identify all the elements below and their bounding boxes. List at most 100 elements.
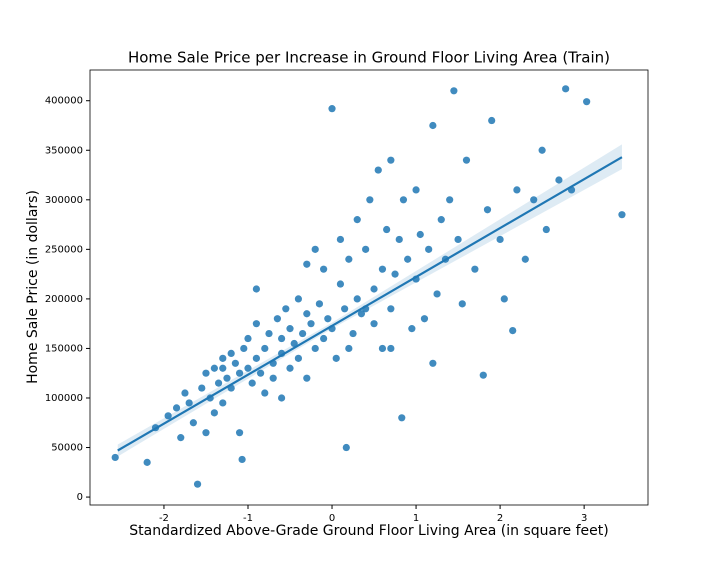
regression-line — [117, 156, 623, 452]
scatter-point — [479, 371, 487, 379]
scatter-point — [500, 295, 508, 303]
scatter-point — [210, 364, 218, 372]
scatter-point — [433, 290, 441, 298]
x-tick-label: 0 — [329, 513, 335, 524]
scatter-point — [496, 235, 504, 244]
scatter-point — [349, 329, 357, 338]
scatter-point — [252, 285, 260, 293]
scatter-point — [378, 344, 387, 353]
scatter-point — [261, 389, 269, 397]
scatter-point — [513, 186, 521, 194]
scatter-point — [366, 196, 374, 204]
scatter-point — [391, 270, 399, 278]
scatter-point — [446, 196, 454, 204]
scatter-point — [336, 235, 345, 244]
scatter-point — [244, 364, 252, 372]
scatter-point — [374, 166, 382, 174]
scatter-point — [299, 329, 307, 338]
scatter-point — [214, 379, 223, 387]
scatter-point — [261, 344, 269, 353]
scatter-point — [235, 429, 244, 437]
scatter-point — [328, 105, 336, 113]
scatter-point — [219, 364, 227, 372]
scatter-point — [437, 216, 445, 224]
chart-title: Home Sale Price per Increase in Ground F… — [128, 49, 610, 67]
scatter-point — [238, 455, 246, 464]
plot-frame — [89, 69, 649, 506]
scatter-point — [177, 434, 185, 442]
scatter-point — [311, 245, 319, 253]
scatter-point — [278, 394, 286, 402]
y-tick-label: 400000 — [45, 96, 83, 107]
scatter-point — [320, 265, 328, 273]
scatter-point — [244, 334, 252, 343]
y-tick-label: 350000 — [45, 145, 83, 156]
scatter-point — [345, 344, 353, 353]
scatter-point — [307, 320, 315, 328]
scatter-point — [416, 230, 424, 239]
scatter-point — [189, 419, 197, 427]
x-tick-label: -2 — [159, 513, 169, 524]
scatter-point — [378, 265, 387, 273]
scatter-point — [454, 235, 462, 244]
scatter-point — [286, 325, 294, 333]
scatter-point — [345, 255, 353, 263]
y-tick-label: 200000 — [45, 294, 83, 305]
scatter-point — [202, 369, 210, 377]
x-tick-label: -1 — [243, 513, 253, 524]
scatter-point — [303, 260, 311, 268]
y-tick-label: 0 — [77, 492, 83, 503]
x-axis-label: Standardized Above-Grade Ground Floor Li… — [129, 523, 608, 539]
scatter-point — [462, 156, 471, 164]
scatter-point — [265, 329, 273, 338]
scatter-point — [387, 344, 395, 353]
scatter-point — [404, 255, 412, 263]
scatter-point — [336, 280, 345, 288]
scatter-point — [303, 310, 311, 318]
scatter-point — [530, 196, 538, 204]
scatter-point — [383, 225, 391, 234]
scatter-point — [252, 354, 260, 362]
scatter-point — [342, 443, 350, 452]
scatter-point — [227, 349, 235, 357]
scatter-point — [425, 245, 433, 253]
scatter-point — [509, 327, 517, 335]
scatter-point — [294, 295, 303, 303]
scatter-point — [282, 305, 290, 313]
scatter-point — [408, 325, 416, 333]
y-tick-label: 300000 — [45, 195, 83, 206]
scatter-point — [294, 354, 303, 362]
scatter-point — [399, 196, 408, 204]
scatter-point — [164, 412, 172, 420]
scatter-point — [387, 156, 395, 164]
scatter-point — [273, 315, 282, 323]
y-tick-label: 150000 — [45, 343, 83, 354]
scatter-point — [483, 206, 492, 214]
scatter-point — [219, 354, 227, 362]
scatter-point — [618, 211, 626, 219]
scatter-point — [521, 255, 529, 263]
scatter-point — [420, 315, 429, 323]
x-tick-label: 3 — [581, 513, 587, 524]
scatter-point — [542, 225, 550, 234]
scatter-point — [353, 295, 361, 303]
scatter-point — [332, 354, 340, 362]
scatter-point — [290, 339, 298, 348]
scatter-point — [235, 369, 244, 377]
scatter-point — [248, 379, 256, 387]
scatter-point — [562, 85, 570, 93]
scatter-point — [370, 285, 378, 293]
scatter-point — [193, 480, 202, 488]
scatter-point — [143, 458, 151, 466]
scatter-point — [450, 87, 458, 95]
scatter-point — [429, 121, 437, 130]
y-axis-label: Home Sale Price (in dollars) — [25, 190, 41, 384]
scatter-point — [303, 374, 311, 382]
scatter-point — [181, 389, 189, 397]
scatter-point — [458, 300, 466, 308]
y-tick-label: 100000 — [45, 393, 83, 404]
scatter-point — [286, 364, 294, 372]
scatter-point — [353, 216, 361, 224]
scatter-point — [429, 359, 437, 367]
